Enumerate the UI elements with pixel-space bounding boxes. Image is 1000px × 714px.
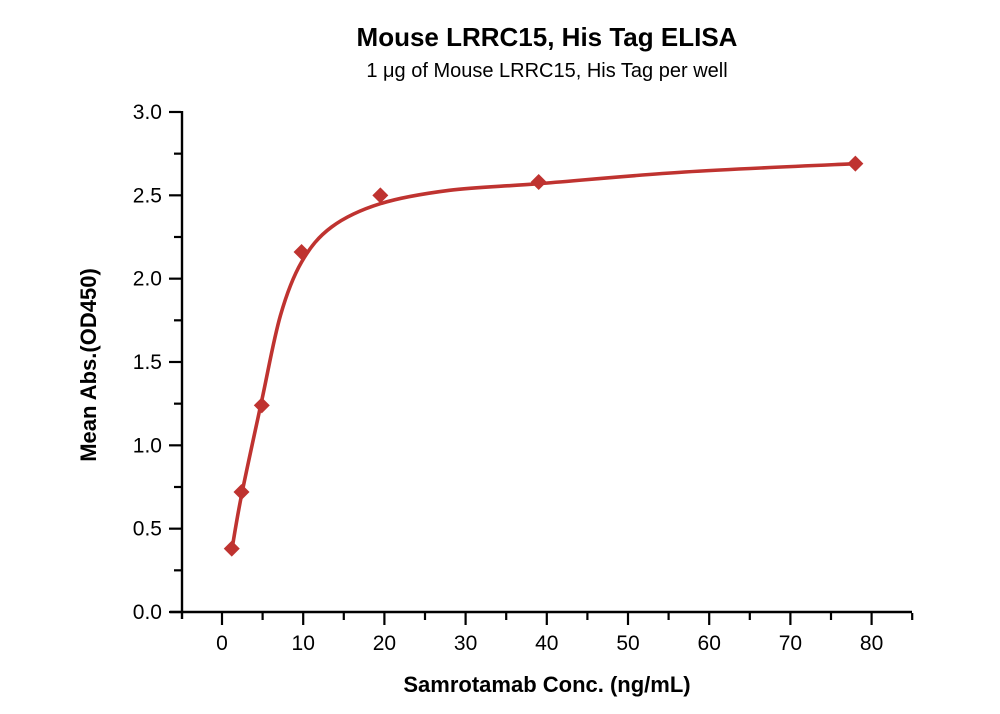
y-tick-label: 2.0 bbox=[133, 268, 162, 291]
data-point-marker bbox=[223, 540, 240, 557]
x-tick-label: 30 bbox=[454, 632, 477, 655]
x-tick-label: 70 bbox=[779, 632, 802, 655]
y-tick-label: 0.5 bbox=[133, 518, 162, 541]
data-point-marker bbox=[372, 187, 389, 204]
fit-curve bbox=[229, 161, 858, 553]
y-tick-label: 0.0 bbox=[133, 601, 162, 624]
y-tick-label: 1.0 bbox=[133, 434, 162, 457]
data-point-marker bbox=[530, 173, 547, 190]
x-tick-label: 10 bbox=[292, 632, 315, 655]
x-tick-label: 40 bbox=[535, 632, 558, 655]
chart-title: Mouse LRRC15, His Tag ELISA bbox=[356, 22, 738, 52]
y-tick-label: 3.0 bbox=[133, 101, 162, 124]
x-tick-label: 60 bbox=[698, 632, 721, 655]
chart-subtitle: 1 μg of Mouse LRRC15, His Tag per well bbox=[366, 60, 728, 82]
y-tick-label: 1.5 bbox=[133, 351, 162, 374]
x-tick-label: 80 bbox=[860, 632, 883, 655]
x-tick-label: 20 bbox=[373, 632, 396, 655]
data-point-marker bbox=[293, 243, 310, 260]
x-tick-label: 0 bbox=[216, 632, 228, 655]
data-point-marker bbox=[253, 397, 270, 414]
y-tick-label: 2.5 bbox=[133, 184, 162, 207]
data-point-marker bbox=[233, 483, 250, 500]
data-point-marker bbox=[847, 155, 864, 172]
x-tick-label: 50 bbox=[616, 632, 639, 655]
x-axis-title: Samrotamab Conc. (ng/mL) bbox=[403, 672, 691, 697]
